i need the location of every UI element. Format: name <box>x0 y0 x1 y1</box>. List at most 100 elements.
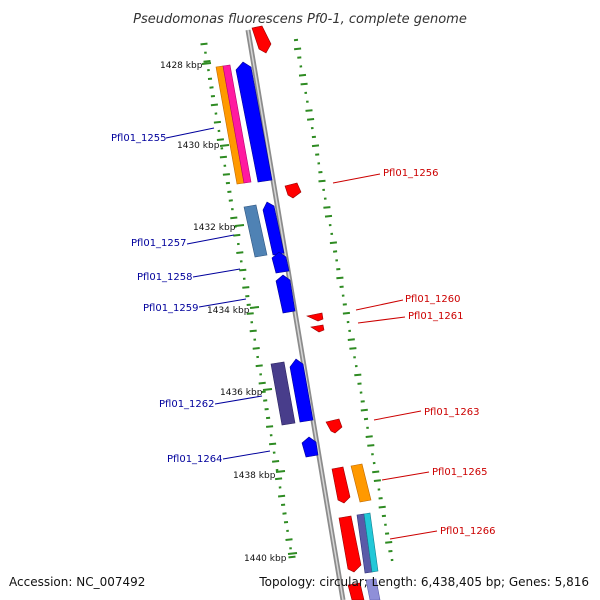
ruler-tick-1430 <box>219 144 230 147</box>
gc-dash <box>342 311 350 315</box>
gc-dash <box>239 268 247 272</box>
gene-label-pfl01-1258[interactable]: Pfl01_1258 <box>137 272 193 283</box>
ruler-label-1436: 1436 kbp <box>220 388 263 398</box>
leader-pfl01-1257 <box>186 234 235 245</box>
gene-labels-left: Pfl01_1255 Pfl01_1257 Pfl01_1258 Pfl01_1… <box>111 127 271 465</box>
gc-dash <box>305 109 313 112</box>
gc-dash <box>300 82 308 86</box>
genome-summary-text: Topology: circular; Length: 6,438,405 bp… <box>258 575 589 589</box>
cds-pfl01-1262[interactable] <box>289 358 314 423</box>
forward-cds <box>235 61 319 458</box>
gc-dash <box>236 251 244 254</box>
gc-dash <box>360 408 368 412</box>
gc-dash <box>258 381 266 385</box>
cds-pfl01-1256[interactable] <box>284 182 302 199</box>
cog-block-lavender-1266-lower[interactable] <box>365 578 381 600</box>
gene-label-pfl01-1266[interactable]: Pfl01_1266 <box>440 526 496 537</box>
gc-dash <box>365 435 373 438</box>
gc-dash <box>294 47 302 51</box>
gc-dash <box>210 103 218 107</box>
gc-dash <box>275 477 283 481</box>
leader-pfl01-1263 <box>373 410 422 421</box>
gene-label-pfl01-1260[interactable]: Pfl01_1260 <box>405 294 461 305</box>
gc-dash <box>242 286 250 289</box>
cog-block-magenta-1255[interactable] <box>222 64 252 184</box>
gc-dash <box>336 276 344 280</box>
cds-pfl01-1264[interactable] <box>301 436 319 458</box>
cds-pfl01-1261[interactable] <box>310 324 325 333</box>
gc-dash <box>347 338 355 341</box>
cog-block-orange-1265[interactable] <box>350 463 372 503</box>
gc-dash <box>378 505 386 509</box>
ruler-tick-1434 <box>249 306 260 309</box>
gene-label-pfl01-1261[interactable]: Pfl01_1261 <box>408 311 464 322</box>
gene-label-pfl01-1259[interactable]: Pfl01_1259 <box>143 303 199 314</box>
cog-block-purple-1262[interactable] <box>270 361 296 426</box>
gc-dash <box>307 118 315 121</box>
gc-dash <box>203 60 211 63</box>
cds-pfl01-1259[interactable] <box>275 274 296 314</box>
gc-dash <box>246 312 254 315</box>
ruler-label-1428: 1428 kbp <box>160 61 203 71</box>
kbp-ruler: 1428 kbp 1430 kbp 1432 kbp 1434 kbp 1436… <box>160 61 298 564</box>
gene-label-pfl01-1256[interactable]: Pfl01_1256 <box>383 168 439 179</box>
gc-dash <box>285 538 293 541</box>
cog-block-steelblue-1257[interactable] <box>243 204 268 258</box>
cds-pfl01-1266[interactable] <box>338 515 362 573</box>
gc-track-right <box>293 38 394 562</box>
gene-label-pfl01-1264[interactable]: Pfl01_1264 <box>167 454 223 465</box>
cds-pfl01-1263[interactable] <box>325 418 343 434</box>
cds-pfl01-1258[interactable] <box>271 251 290 274</box>
leader-pfl01-1255 <box>165 127 215 139</box>
map-title: Pseudomonas fluorescens Pf0-1, complete … <box>133 12 467 27</box>
gene-labels-right: Pfl01_1256 Pfl01_1260 Pfl01_1261 Pfl01_1… <box>332 168 496 540</box>
gc-dash <box>219 155 227 159</box>
cds-bottom-partial[interactable] <box>347 582 365 600</box>
cds-pfl01-1255[interactable] <box>235 61 273 183</box>
ruler-label-1430: 1430 kbp <box>177 141 220 151</box>
gc-dash <box>354 373 362 377</box>
cds-pfl01-1260[interactable] <box>306 312 324 322</box>
gene-label-pfl01-1263[interactable]: Pfl01_1263 <box>424 407 480 418</box>
cog-features <box>215 64 381 600</box>
gc-dash <box>222 173 230 176</box>
ruler-tick-1440 <box>287 552 298 555</box>
cds-pfl01-1265[interactable] <box>331 466 351 504</box>
ruler-tick-1428 <box>201 62 212 65</box>
gc-dash <box>249 329 257 333</box>
gc-dash <box>252 347 260 350</box>
gene-label-pfl01-1255[interactable]: Pfl01_1255 <box>111 133 167 144</box>
ruler-tick-1436 <box>262 388 273 391</box>
cds-pfl01-1257[interactable] <box>262 201 285 256</box>
leader-pfl01-1262 <box>214 395 263 405</box>
gc-dash <box>298 73 307 77</box>
leader-pfl01-1265 <box>381 471 430 481</box>
gc-dash <box>213 120 221 124</box>
gc-dash <box>278 494 286 498</box>
gc-dash <box>329 241 337 245</box>
gc-dash <box>373 479 381 482</box>
gc-dash <box>269 442 277 446</box>
gc-dash <box>372 470 380 474</box>
leader-pfl01-1256 <box>332 173 381 184</box>
leader-pfl01-1258 <box>192 268 241 278</box>
gc-dash <box>323 206 331 209</box>
leader-pfl01-1260 <box>355 299 404 311</box>
ruler-tick-1432 <box>234 224 245 227</box>
gene-label-pfl01-1265[interactable]: Pfl01_1265 <box>432 467 488 478</box>
gene-label-pfl01-1262[interactable]: Pfl01_1262 <box>159 399 215 410</box>
ruler-label-1434: 1434 kbp <box>207 306 250 316</box>
reverse-cds <box>251 25 365 600</box>
accession-text: Accession: NC_007492 <box>9 575 145 589</box>
leader-pfl01-1266 <box>389 530 438 540</box>
cog-block-cyan-1266[interactable] <box>363 512 379 573</box>
cds-top-partial[interactable] <box>251 25 272 54</box>
gc-dash <box>216 138 224 141</box>
gc-dash <box>311 144 320 148</box>
gc-dash <box>266 425 274 428</box>
gene-label-pfl01-1257[interactable]: Pfl01_1257 <box>131 238 187 249</box>
gc-track-left <box>200 42 296 559</box>
gc-dash <box>272 460 280 463</box>
gc-dash <box>367 444 375 447</box>
